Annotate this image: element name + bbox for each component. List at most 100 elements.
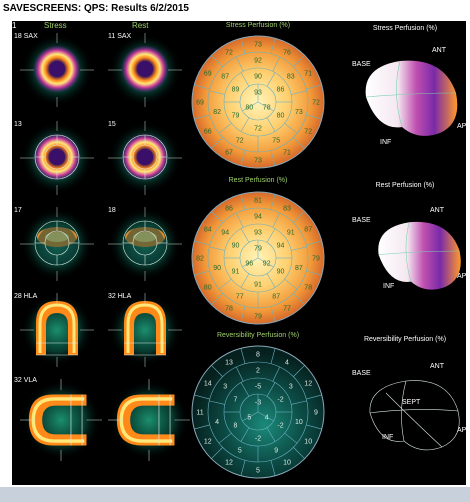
polar-value-ring3-5: 82 [213, 109, 221, 116]
polar-value-ring4-3: 79 [312, 256, 320, 263]
stress-3d-base-label: BASE [352, 61, 371, 68]
polar-value-ring3-6: 94 [221, 229, 229, 236]
polar-value-center-1: 78 [263, 105, 271, 112]
stress-slice-label-2: 17 [14, 207, 22, 214]
polar-value-ring4-5: 77 [283, 306, 291, 313]
stress-3d-inf-label: INF [380, 139, 392, 146]
stress-slice-3[interactable] [20, 293, 94, 367]
polar-value-ring3-2: 10 [295, 419, 303, 426]
rest-3d-title: Rest Perfusion (%) [375, 182, 435, 189]
stress-slice-label-0: 18 SAX [14, 33, 38, 40]
polar-value-ring4-9: 69 [196, 100, 204, 107]
rest-3d-render[interactable] [358, 215, 466, 305]
polar-value-ring3-4: 72 [236, 137, 244, 144]
reversibility-3d-septum-label: SEPT [402, 399, 421, 406]
polar-value-ring2-3: 91 [254, 282, 262, 289]
polar-value-ring4-2: 12 [304, 381, 312, 388]
rest-slice-3[interactable] [108, 293, 182, 367]
polar-value-ring3-2: 73 [295, 109, 303, 116]
polar-value-ring3-0: 2 [256, 368, 260, 375]
rest-3d-base-label: BASE [352, 217, 371, 224]
rest-slice-0[interactable] [108, 33, 182, 107]
polar-value-center-0: 93 [254, 90, 262, 97]
polar-value-ring3-0: 94 [254, 214, 262, 221]
polar-value-ring4-1: 76 [283, 49, 291, 56]
rest-slice-label-3: 32 HLA [108, 293, 132, 300]
polar-value-center-2: 5 [247, 415, 251, 422]
stress-slice-2[interactable] [20, 207, 94, 281]
rest-slice-1[interactable] [108, 121, 182, 195]
polar-value-ring4-4: 10 [304, 439, 312, 446]
polar-value-ring4-9: 82 [196, 256, 204, 263]
rest-polar-title: Rest Perfusion (%) [228, 177, 288, 184]
polar-value-ring3-6: 87 [221, 73, 229, 80]
polar-value-ring2-5: 90 [232, 243, 240, 250]
polar-value-ring4-1: 83 [283, 205, 291, 212]
polar-value-ring2-1: -2 [277, 397, 283, 404]
stress-3d-side-label: AP [457, 123, 466, 130]
rest-slice-label-2: 18 [108, 207, 116, 214]
reversibility-polar-map[interactable]: 8 4 12 9 10 10 5 12 12 11 14 13 2 3 10 9 5 4 3 -5 -2 -2 -2 8 7 -3… [189, 343, 327, 481]
polar-value-ring3-3: 87 [272, 293, 280, 300]
polar-value-ring4-11: 86 [225, 205, 233, 212]
reversibility-3d-title: Reversibility Perfusion (%) [363, 336, 447, 343]
polar-value-ring3-6: 3 [223, 383, 227, 390]
stress-slice-4[interactable] [20, 379, 102, 461]
polar-value-ring2-4: 91 [232, 269, 240, 276]
polar-value-ring2-1: 94 [277, 243, 285, 250]
polar-value-ring4-0: 81 [254, 198, 262, 205]
polar-value-ring4-6: 73 [254, 158, 262, 165]
polar-value-ring4-10: 84 [204, 227, 212, 234]
polar-value-ring4-7: 78 [225, 306, 233, 313]
reversibility-polar-title: Reversibility Perfusion (%) [216, 332, 300, 339]
stress-slice-1[interactable] [20, 121, 94, 195]
polar-value-ring3-1: 91 [287, 229, 295, 236]
rest-polar-map[interactable]: 81 83 87 79 78 77 79 78 80 82 84 86 94 91 87 87 77 90 94 93… [189, 189, 327, 327]
stress-slice-label-3: 28 HLA [14, 293, 38, 300]
rest-slice-label-0: 11 SAX [108, 33, 132, 40]
stress-polar-map[interactable]: 73 76 71 72 72 71 73 67 66 69 69 72 92 83 73 75 72 82 87 90… [189, 33, 327, 171]
polar-value-ring4-5: 71 [283, 150, 291, 157]
polar-value-center-2: 96 [245, 261, 253, 268]
polar-value-ring4-11: 72 [225, 49, 233, 56]
polar-value-ring2-0: 90 [254, 74, 262, 81]
qps-results-panel: Stress Rest 1 18 SAX 11 SAX 13 15 17 18 … [12, 21, 466, 485]
polar-value-ring2-5: 7 [234, 397, 238, 404]
polar-value-ring3-1: 83 [287, 73, 295, 80]
polar-value-center-1: 4 [265, 415, 269, 422]
stress-slice-label-1: 13 [14, 121, 22, 128]
polar-value-ring4-2: 87 [304, 227, 312, 234]
rest-3d-side-label: AP [457, 273, 466, 280]
reversibility-3d-ant-label: ANT [430, 363, 444, 370]
polar-value-ring4-4: 78 [304, 285, 312, 292]
reversibility-3d-render[interactable] [356, 369, 466, 459]
polar-value-ring4-8: 66 [204, 129, 212, 136]
polar-value-ring2-5: 89 [232, 87, 240, 94]
polar-value-ring2-0: 93 [254, 230, 262, 237]
polar-value-center-0: -3 [255, 400, 261, 407]
polar-value-ring4-9: 11 [196, 410, 203, 417]
polar-value-ring3-5: 4 [215, 419, 219, 426]
panel-marker: 1 [12, 21, 17, 30]
polar-value-ring3-5: 90 [213, 265, 221, 272]
polar-value-ring2-4: 8 [234, 423, 238, 430]
polar-value-ring4-5: 10 [283, 460, 291, 467]
polar-value-ring4-6: 79 [254, 314, 262, 321]
polar-value-ring2-2: -2 [277, 423, 283, 430]
polar-value-ring4-7: 12 [225, 460, 233, 467]
reversibility-3d-side-label: AP [457, 427, 466, 434]
rest-slice-2[interactable] [108, 207, 182, 281]
polar-value-ring4-8: 12 [204, 439, 212, 446]
rest-slice-4[interactable] [108, 379, 190, 461]
rest-column-header: Rest [132, 21, 149, 30]
polar-value-ring4-10: 14 [204, 381, 212, 388]
polar-value-ring2-3: -2 [255, 436, 261, 443]
stress-column-header: Stress [44, 21, 67, 30]
polar-value-ring3-2: 87 [295, 265, 303, 272]
polar-value-ring4-8: 80 [204, 285, 212, 292]
polar-value-ring4-10: 69 [204, 71, 212, 78]
rest-3d-inf-label: INF [383, 283, 395, 290]
stress-3d-title: Stress Perfusion (%) [372, 25, 438, 32]
polar-value-ring4-1: 4 [285, 359, 289, 366]
stress-slice-0[interactable] [20, 33, 94, 107]
